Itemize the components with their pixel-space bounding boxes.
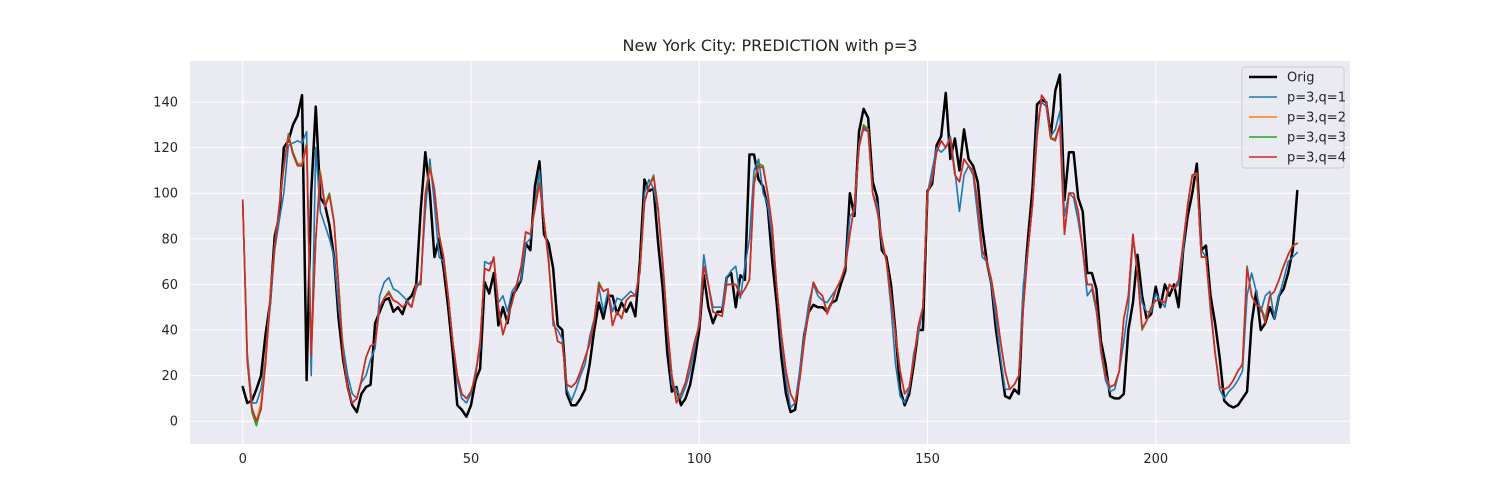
y-tick-label: 100 — [153, 187, 178, 202]
series-lines — [241, 73, 1299, 427]
y-tick-label: 80 — [161, 232, 178, 247]
legend-label: p=3,q=3 — [1287, 131, 1346, 146]
y-tick-label: 40 — [161, 324, 178, 339]
legend-label: Orig — [1287, 71, 1314, 86]
legend-label: p=3,q=4 — [1287, 151, 1346, 166]
y-tick-label: 0 — [170, 415, 178, 430]
legend-box — [1241, 66, 1345, 169]
y-axis-ticks: 0 20 40 60 80 100 120 140 — [153, 96, 178, 430]
y-tick-label: 120 — [153, 141, 178, 156]
plot-area — [190, 61, 1350, 444]
x-tick-label: 50 — [463, 452, 480, 467]
x-tick-label: 200 — [1143, 452, 1168, 467]
x-axis-ticks: 0 50 100 150 200 — [239, 452, 1169, 467]
x-tick-label: 0 — [239, 452, 247, 467]
y-tick-label: 20 — [161, 369, 178, 384]
legend-label: p=3,q=2 — [1287, 111, 1346, 126]
legend: Orig p=3,q=1 p=3,q=2 p=3,q=3 p=3,q=4 — [1241, 66, 1346, 169]
series-line-orig — [241, 73, 1299, 418]
y-tick-label: 140 — [153, 96, 178, 111]
x-tick-label: 150 — [915, 452, 940, 467]
chart-title: New York City: PREDICTION with p=3 — [622, 36, 917, 55]
x-tick-label: 100 — [687, 452, 712, 467]
legend-label: p=3,q=1 — [1287, 91, 1346, 106]
y-tick-label: 60 — [161, 278, 178, 293]
series-line-q4 — [241, 94, 1299, 423]
